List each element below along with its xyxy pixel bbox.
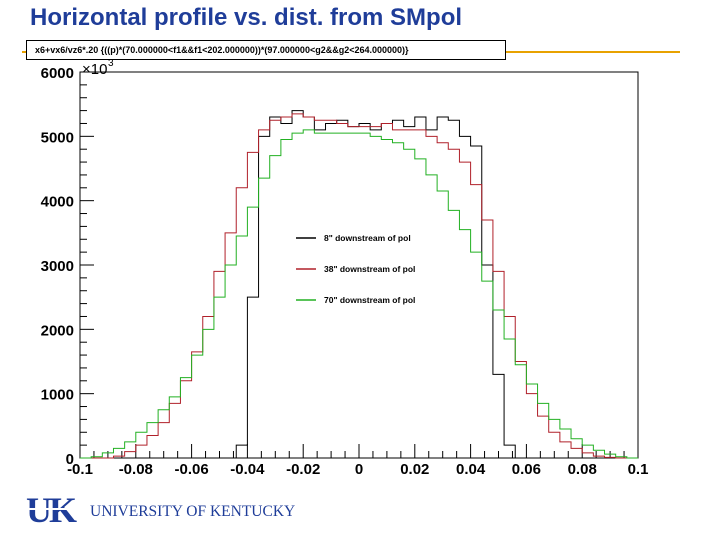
x-tick-label: -0.1 bbox=[67, 461, 93, 478]
university-logo: UK UNIVERSITY OF KENTUCKY bbox=[26, 492, 296, 529]
legend-label: 38" downstream of pol bbox=[324, 264, 415, 274]
y-tick-label: 6000 bbox=[41, 65, 74, 82]
x-tick-label: 0.1 bbox=[628, 461, 649, 478]
y-tick-label: 4000 bbox=[41, 194, 74, 211]
x-tick-label: -0.06 bbox=[174, 461, 208, 478]
cut-expression-box: x6+vx6/vz6*.20 {((p)*(70.000000<f1&&f1<2… bbox=[26, 40, 506, 60]
x-tick-label: -0.02 bbox=[286, 461, 320, 478]
x-tick-label: 0.02 bbox=[400, 461, 429, 478]
y-tick-label: 0 bbox=[66, 451, 74, 468]
y-tick-label: 3000 bbox=[41, 258, 74, 275]
series-70in-histogram bbox=[80, 129, 638, 459]
x-tick-label: 0 bbox=[355, 461, 363, 478]
slide-title: Horizontal profile vs. dist. from SMpol bbox=[30, 4, 463, 31]
series-8in-histogram bbox=[80, 110, 638, 459]
y-multiplier-exponent: 3 bbox=[108, 58, 114, 69]
x-tick-label: 0.06 bbox=[512, 461, 541, 478]
y-tick-label: 5000 bbox=[41, 129, 74, 146]
y-tick-label: 1000 bbox=[41, 387, 74, 404]
uk-monogram: UK bbox=[26, 492, 86, 528]
x-tick-label: 0.04 bbox=[456, 461, 486, 478]
x-tick-label: 0.08 bbox=[568, 461, 597, 478]
y-multiplier-label: ×10 bbox=[82, 61, 107, 78]
legend-label: 8" downstream of pol bbox=[324, 233, 411, 243]
x-tick-label: -0.08 bbox=[119, 461, 153, 478]
x-tick-label: -0.04 bbox=[230, 461, 265, 478]
y-tick-label: 2000 bbox=[41, 322, 74, 339]
university-name: UNIVERSITY OF KENTUCKY bbox=[90, 503, 296, 520]
series-38in-histogram bbox=[80, 113, 638, 459]
legend-label: 70" downstream of pol bbox=[324, 295, 415, 305]
